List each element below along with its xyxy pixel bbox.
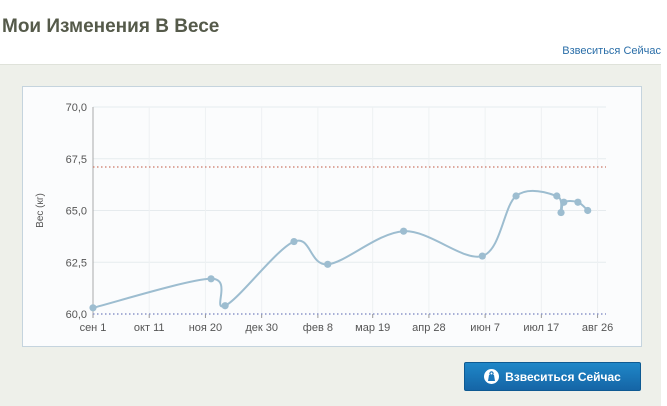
data-point (290, 237, 298, 246)
weight-chart-svg: 60,0 62,5 65,0 67,5 70,0 сен 1 окт 11 ноя 20 дек… (35, 102, 614, 334)
data-point (478, 252, 486, 260)
axes: 60,0 62,5 65,0 67,5 70,0 сен 1 окт 11 ноя 20 дек… (66, 102, 614, 334)
weigh-now-button[interactable]: Взвеситься Сейчас (464, 362, 641, 391)
x-tick-label: ноя 20 (189, 322, 222, 334)
series-line (92, 189, 589, 309)
x-tick-label: июн 7 (470, 322, 500, 334)
data-point (584, 206, 592, 215)
data-point (89, 304, 97, 312)
y-tick-label: 70,0 (66, 102, 87, 114)
weight-panel: 60,0 62,5 65,0 67,5 70,0 сен 1 окт 11 ноя 20 дек… (0, 64, 661, 406)
y-tick-label: 67,5 (66, 154, 87, 166)
data-points (89, 192, 592, 312)
data-point (557, 208, 565, 217)
x-tick-label: июл 17 (523, 322, 559, 334)
x-tick-label: сен 1 (80, 322, 107, 334)
y-tick-label: 65,0 (66, 206, 87, 218)
y-axis-label: Вес (кг) (35, 193, 46, 228)
x-tick-label: дек 30 (245, 322, 278, 334)
data-point (560, 198, 568, 206)
weight-scale-icon (484, 369, 500, 384)
data-point (574, 198, 582, 206)
weigh-now-link[interactable]: Взвеситься Сейчас (562, 45, 661, 57)
weight-series-line (92, 189, 589, 309)
weigh-now-button-label: Взвеситься Сейчас (505, 369, 621, 384)
data-point (207, 275, 215, 283)
x-tick-label: авг 26 (582, 322, 613, 334)
grid-lines (92, 106, 606, 314)
data-point (512, 192, 520, 200)
data-point (221, 302, 229, 310)
x-tick-label: окт 11 (134, 322, 165, 334)
page-title: Мои Изменения В Весе (2, 16, 220, 37)
x-tick-label: мар 19 (355, 322, 390, 334)
x-tick-label: апр 28 (412, 322, 445, 334)
data-point (553, 192, 561, 200)
x-tick-label: фев 8 (303, 322, 333, 334)
y-tick-label: 60,0 (66, 309, 87, 321)
data-point (400, 227, 408, 235)
weight-chart: 60,0 62,5 65,0 67,5 70,0 сен 1 окт 11 ноя 20 дек… (22, 86, 642, 347)
data-point (324, 260, 332, 268)
y-tick-label: 62,5 (66, 257, 87, 269)
